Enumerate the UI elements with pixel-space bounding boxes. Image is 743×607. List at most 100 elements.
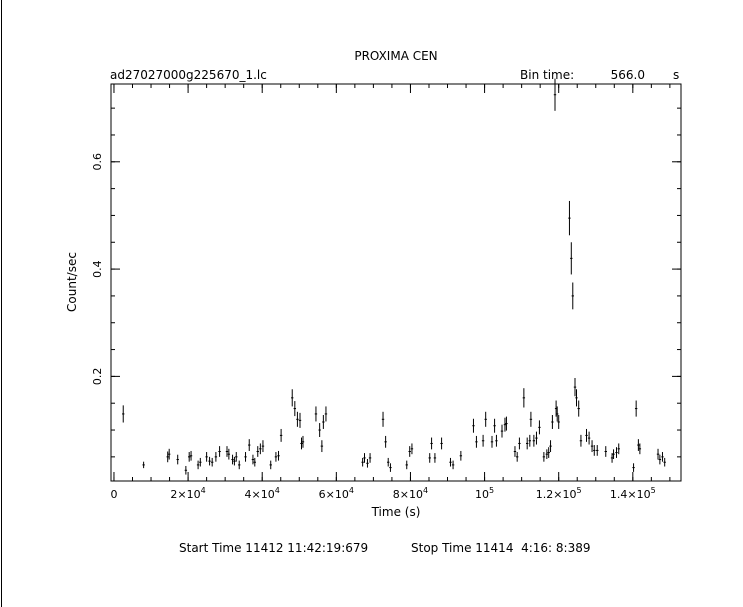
- data-point: [366, 459, 369, 468]
- data-point: [637, 439, 640, 451]
- x-tick-label-exponent: 5: [489, 486, 494, 495]
- data-point: [301, 435, 305, 448]
- data-point: [187, 452, 191, 462]
- data-point: [363, 453, 366, 463]
- data-point: [318, 423, 321, 438]
- data-point: [518, 437, 521, 450]
- data-point: [556, 406, 559, 422]
- data-point: [503, 417, 507, 432]
- plot-frame: [110, 83, 682, 482]
- x-tick-label-exponent: 4: [423, 486, 428, 495]
- data-point: [208, 456, 211, 466]
- data-point: [433, 453, 437, 463]
- data-point: [256, 446, 259, 457]
- data-point: [430, 437, 433, 450]
- data-point: [632, 463, 635, 472]
- x-tick-label: 8×104: [393, 486, 428, 501]
- data-point: [490, 435, 494, 448]
- data-point: [596, 445, 599, 456]
- data-point: [184, 465, 188, 475]
- data-point: [231, 454, 234, 465]
- data-point: [656, 448, 660, 460]
- x-tick-label-base: 1.4×10: [610, 488, 651, 501]
- x-tick-labels: 0 2×104 4×104 6×104 8×104 105 1.2×105 1.4×105: [110, 486, 655, 501]
- x-tick-label-base: 2×10: [170, 488, 200, 501]
- data-point: [451, 460, 455, 470]
- x-tick-label-exponent: 5: [651, 486, 656, 495]
- file-label: ad27027000g225670_1.lc: [110, 68, 267, 82]
- x-tick-label: 1.2×105: [536, 486, 582, 501]
- data-point: [575, 389, 578, 407]
- x-tick-label: 105: [475, 486, 494, 501]
- y-tick-label: 0.2: [91, 368, 104, 386]
- data-point: [513, 446, 517, 457]
- data-point: [324, 406, 328, 422]
- data-point: [590, 440, 594, 453]
- data-point: [579, 434, 583, 447]
- data-point: [661, 452, 664, 462]
- data-point: [300, 437, 303, 450]
- x-tick-label-exponent: 5: [577, 486, 582, 495]
- data-point: [389, 463, 392, 472]
- data-point: [535, 431, 538, 445]
- data-point: [298, 412, 302, 428]
- data-point: [176, 454, 179, 465]
- data-point: [481, 434, 485, 447]
- data-point: [587, 431, 591, 445]
- data-point: [384, 435, 387, 448]
- left-border-line: [1, 0, 2, 607]
- data-point: [568, 200, 571, 236]
- data-point: [577, 400, 580, 417]
- data-point: [214, 452, 218, 462]
- data-point: [553, 78, 557, 111]
- data-point: [142, 461, 145, 469]
- data-point: [227, 448, 231, 460]
- data-point: [522, 388, 526, 408]
- data-point: [189, 450, 193, 461]
- data-point: [253, 457, 256, 467]
- data-point: [322, 415, 325, 429]
- data-point: [199, 457, 202, 467]
- data-point: [293, 401, 297, 417]
- stop-time-text: Stop Time 11414 4:16: 8:389: [411, 541, 591, 555]
- data-point: [493, 418, 496, 433]
- data-point: [570, 242, 573, 275]
- data-point: [277, 450, 280, 461]
- data-point: [459, 450, 463, 461]
- data-point: [361, 457, 364, 467]
- x-tick-label-exponent: 4: [349, 486, 354, 495]
- start-time-text: Start Time 11412 11:42:19:679: [179, 541, 369, 555]
- data-point: [428, 453, 431, 463]
- data-point: [551, 415, 554, 429]
- data-point: [269, 460, 272, 470]
- data-point: [274, 452, 278, 462]
- data-point: [368, 453, 372, 463]
- data-point: [545, 449, 549, 460]
- x-tick-label: 2×104: [170, 486, 205, 501]
- data-points: [122, 78, 666, 475]
- data-point: [261, 440, 265, 453]
- data-point: [542, 452, 546, 462]
- data-point: [166, 451, 169, 463]
- data-point: [604, 446, 607, 457]
- data-point: [593, 445, 596, 456]
- data-point: [571, 282, 574, 310]
- data-point: [634, 400, 638, 417]
- data-point: [557, 415, 560, 429]
- data-point: [610, 453, 614, 463]
- data-point: [238, 460, 241, 470]
- data-point: [122, 405, 125, 423]
- data-point: [408, 446, 411, 457]
- data-point: [475, 435, 478, 448]
- data-point: [658, 454, 662, 465]
- x-tick-label: 6×104: [319, 486, 354, 501]
- data-point: [528, 434, 531, 447]
- data-point: [440, 437, 443, 450]
- x-tick-label: 1.4×105: [610, 486, 656, 501]
- data-point: [233, 456, 236, 466]
- x-tick-label: 4×104: [245, 486, 280, 501]
- data-point: [449, 457, 452, 467]
- data-point: [617, 443, 620, 455]
- data-point: [532, 434, 536, 447]
- data-point: [410, 443, 414, 455]
